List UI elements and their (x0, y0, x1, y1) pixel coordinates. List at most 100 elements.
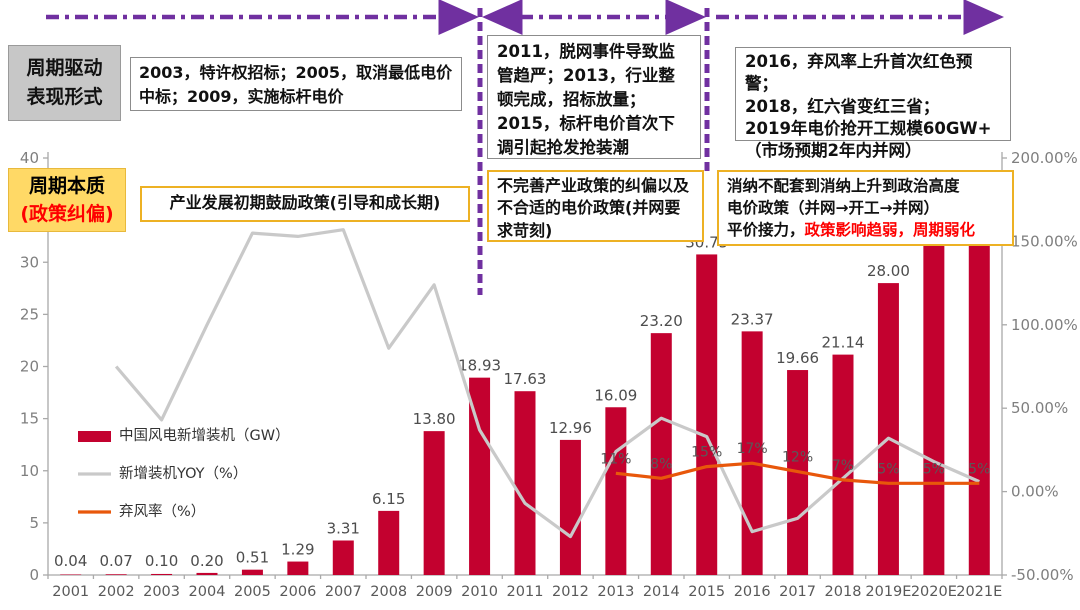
bar-label-2010: 18.93 (458, 357, 501, 375)
essence-late-line2: 电价政策（并网→开工→并网） (727, 199, 939, 217)
left-tick-label: 15 (20, 410, 39, 428)
bar-2014 (650, 333, 672, 575)
legend-label-0: 中国风电新增装机（GW） (119, 427, 290, 444)
bar-2018 (832, 354, 854, 575)
bar-2020E (923, 230, 945, 575)
right-tick-label: 0.00% (1011, 483, 1059, 501)
driver-title-box: 周期驱动 表现形式 (8, 45, 121, 121)
bar-label-2003: 0.10 (145, 552, 178, 570)
bar-label-2008: 6.15 (372, 490, 405, 508)
policy-late-line2: 2018，红六省变红三省； (745, 96, 940, 116)
bar-label-2004: 0.20 (190, 552, 223, 570)
bar-label-2005: 0.51 (236, 549, 269, 567)
driver-title-line1: 周期驱动 (26, 56, 103, 79)
bar-label-2018: 21.14 (822, 334, 865, 352)
policy-late-line1: 2016，弃风率上升首次红色预警； (745, 52, 973, 94)
bar-2011 (514, 391, 536, 575)
right-tick-label: -50.00% (1011, 566, 1074, 584)
bar-label-2007: 3.31 (327, 519, 360, 537)
bar-label-2016: 23.37 (731, 310, 774, 328)
left-tick-label: 0 (29, 566, 39, 584)
bar-label-2009: 13.80 (413, 410, 456, 428)
bar-2009 (423, 431, 445, 575)
left-tick-label: 10 (20, 462, 39, 480)
curtail-label-2019E: 5% (877, 461, 899, 477)
left-tick-label: 5 (29, 514, 39, 532)
essence-late-line3: 平价接力，政策影响趋弱，周期弱化 (727, 221, 976, 239)
bar-2006 (287, 561, 309, 575)
right-tick-label: 200.00% (1011, 149, 1078, 167)
left-tick-label: 40 (20, 149, 39, 167)
essence-subtitle: (政策纠偏) (20, 203, 114, 225)
essence-late-line1: 消纳不配套到消纳上升到政治高度 (727, 177, 960, 195)
essence-box-late: 消纳不配套到消纳上升到政治高度 电价政策（并网→开工→并网） 平价接力，政策影响… (717, 170, 1014, 246)
yoy-line (114, 228, 980, 539)
category-label: 2003 (143, 584, 180, 600)
essence-title-box: 周期本质 (政策纠偏) (8, 168, 126, 232)
category-label: 2006 (279, 584, 316, 600)
policy-late-line4: （市场预期2年内并网） (745, 141, 922, 161)
bar-label-2013: 16.09 (594, 386, 637, 404)
category-label: 2016 (734, 584, 771, 600)
curtail-label-2014: 8% (650, 456, 672, 472)
left-tick-label: 25 (20, 305, 39, 323)
category-label: 2009 (416, 584, 453, 600)
right-tick-label: 150.00% (1011, 232, 1078, 250)
category-label: 2012 (552, 584, 589, 600)
curtailment-line (615, 461, 980, 485)
bar-2021E (968, 210, 990, 575)
category-label: 2010 (461, 584, 498, 600)
policy-box-late: 2016，弃风率上升首次红色预警； 2018，红六省变红三省； 2019年电价抢… (735, 47, 1011, 160)
category-label: 2013 (597, 584, 634, 600)
legend-label-2: 弃风率（%） (119, 503, 205, 520)
bar-2010 (469, 377, 491, 575)
essence-box-early: 产业发展初期鼓励政策(引导和成长期) (140, 186, 470, 222)
curtail-label-2017: 12% (782, 450, 813, 466)
essence-late-red-text: 政策影响趋弱，周期弱化 (804, 221, 976, 239)
bar-2013 (605, 407, 627, 575)
bar-label-2019E: 28.00 (867, 262, 910, 280)
curtail-label-2018: 7% (832, 458, 854, 474)
category-label: 2008 (370, 584, 407, 600)
legend-bar-swatch (78, 431, 111, 442)
category-label: 2004 (189, 584, 226, 600)
category-label: 2018 (825, 584, 862, 600)
category-label: 2020E (911, 584, 957, 600)
left-tick-label: 30 (20, 253, 39, 271)
bar-2012 (559, 439, 581, 575)
policy-late-line3: 2019年电价抢开工规模60GW+ (745, 118, 992, 138)
bar-2007 (332, 540, 354, 575)
bar-label-2011: 17.63 (504, 370, 547, 388)
curtail-label-2016: 17% (737, 441, 768, 457)
category-label: 2017 (779, 584, 816, 600)
category-label: 2015 (688, 584, 725, 600)
bar-2019E (877, 283, 899, 575)
category-label: 2021E (956, 584, 1002, 600)
bar-label-2002: 0.07 (99, 552, 132, 570)
category-label: 2014 (643, 584, 680, 600)
curtail-label-2013: 11% (600, 451, 631, 467)
curtail-label-2015: 15% (691, 445, 722, 461)
policy-box-early: 2003，特许权招标；2005，取消最低电价中标；2009，实施标杆电价 (130, 57, 462, 111)
bar-label-2017: 19.66 (776, 349, 819, 367)
bar-2001 (60, 574, 82, 575)
category-label: 2011 (507, 584, 544, 600)
bar-2003 (151, 573, 173, 575)
bar-2004 (196, 572, 218, 575)
right-tick-label: 100.00% (1011, 316, 1078, 334)
driver-title-line2: 表现形式 (26, 86, 103, 108)
right-tick-label: 50.00% (1011, 399, 1068, 417)
essence-title: 周期本质 (28, 174, 105, 197)
bar-2002 (105, 574, 127, 575)
left-tick-label: 20 (20, 358, 39, 376)
curtail-label-2021E: 5% (968, 461, 990, 477)
curtail-label-2020E: 5% (923, 461, 945, 477)
bar-2008 (378, 510, 400, 575)
category-label: 2019E (865, 584, 911, 600)
category-label: 2007 (325, 584, 362, 600)
bar-label-2006: 1.29 (281, 541, 314, 559)
bar-label-2012: 12.96 (549, 419, 592, 437)
bar-2016 (741, 331, 763, 575)
